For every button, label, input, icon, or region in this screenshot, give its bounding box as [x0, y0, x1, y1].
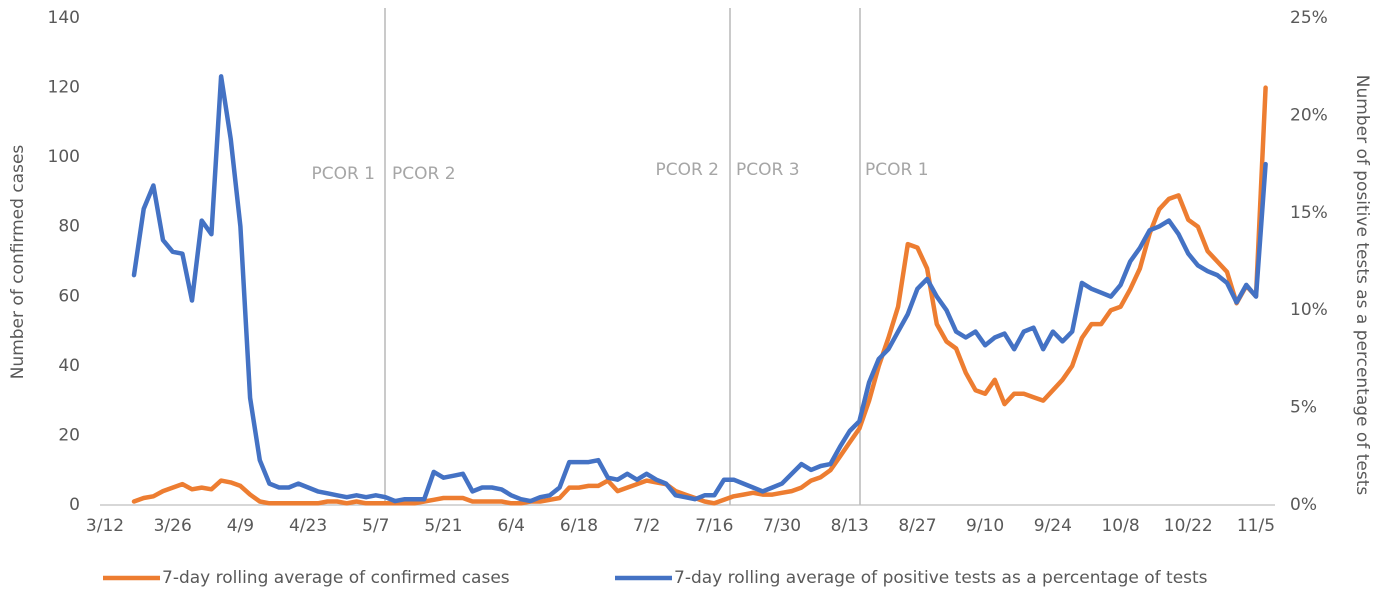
- legend-label: 7-day rolling average of confirmed cases: [162, 568, 510, 588]
- x-tick-label: 10/8: [1101, 516, 1139, 536]
- y2-tick-label: 20%: [1290, 105, 1328, 125]
- y-tick-label: 20: [58, 425, 80, 445]
- annotation: PCOR 1: [865, 160, 929, 180]
- y-tick-label: 80: [58, 217, 80, 237]
- annotation: PCOR 2: [655, 160, 719, 180]
- x-tick-label: 6/18: [560, 516, 598, 536]
- annotation: PCOR 1: [311, 164, 375, 184]
- x-tick-label: 7/2: [633, 516, 660, 536]
- y-tick-label: 60: [58, 286, 80, 306]
- x-tick-label: 6/4: [498, 516, 525, 536]
- y2-tick-label: 5%: [1290, 398, 1317, 418]
- x-tick-label: 8/13: [831, 516, 869, 536]
- x-tick-label: 4/9: [227, 516, 254, 536]
- y2-tick-label: 10%: [1290, 300, 1328, 320]
- y-tick-label: 120: [48, 78, 80, 98]
- x-tick-label: 11/5: [1237, 516, 1275, 536]
- y-tick-label: 100: [48, 147, 80, 167]
- x-tick-label: 3/12: [86, 516, 124, 536]
- x-tick-label: 4/23: [289, 516, 327, 536]
- annotation: PCOR 3: [736, 160, 800, 180]
- series-line: [131, 85, 1268, 506]
- series-line: [131, 74, 1268, 504]
- annotation: PCOR 2: [392, 164, 456, 184]
- x-tick-label: 5/7: [362, 516, 389, 536]
- y-tick-label: 40: [58, 356, 80, 376]
- x-tick-label: 7/16: [695, 516, 733, 536]
- x-tick-label: 5/21: [424, 516, 462, 536]
- x-tick-label: 9/10: [966, 516, 1004, 536]
- x-tick-label: 10/22: [1164, 516, 1213, 536]
- y2-axis-title: Number of positive tests as a percentage…: [1352, 75, 1372, 496]
- y2-tick-label: 25%: [1290, 8, 1328, 28]
- legend-label: 7-day rolling average of positive tests …: [674, 568, 1208, 588]
- y2-tick-label: 0%: [1290, 495, 1317, 515]
- y2-tick-label: 15%: [1290, 203, 1328, 223]
- y-tick-label: 140: [48, 8, 80, 28]
- x-tick-label: 7/30: [763, 516, 801, 536]
- x-tick-label: 9/24: [1034, 516, 1072, 536]
- y-tick-label: 0: [69, 495, 80, 515]
- x-tick-label: 8/27: [898, 516, 936, 536]
- y-axis-title: Number of confirmed cases: [8, 145, 28, 380]
- x-tick-label: 3/26: [154, 516, 192, 536]
